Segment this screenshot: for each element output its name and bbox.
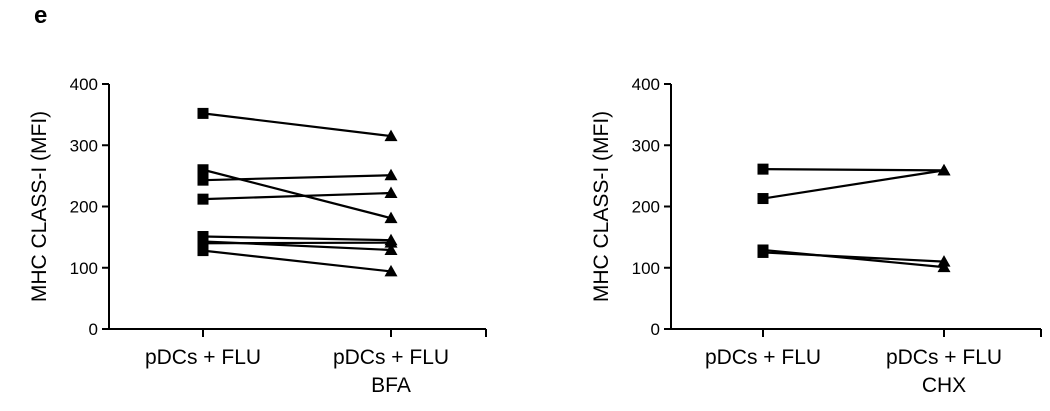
data-point-square xyxy=(197,193,209,205)
x-tick-label: pDCs + FLU xyxy=(705,346,821,369)
x-tick-label-line: pDCs + FLU xyxy=(705,346,821,369)
y-tick-label: 300 xyxy=(70,136,98,155)
y-tick-label: 200 xyxy=(632,198,660,217)
data-point-triangle xyxy=(384,186,398,199)
series-line-7 xyxy=(202,249,392,273)
data-point-triangle xyxy=(384,168,398,181)
series-line-4 xyxy=(762,251,945,263)
series-line-4 xyxy=(202,191,392,201)
data-point-square xyxy=(757,163,769,175)
y-tick-label: 400 xyxy=(632,75,660,94)
series-line-2 xyxy=(202,168,392,220)
series-line-3 xyxy=(202,174,392,182)
y-tick-label: 0 xyxy=(89,320,98,339)
chart-panel-1: 0 100 200 300 400 MHC CLASS-I (MFI) pDCs + FLU… xyxy=(28,75,487,397)
data-point-square xyxy=(757,246,769,258)
data-point-square xyxy=(197,235,209,247)
chart-panel-2: 0 100 200 300 400 MHC CLASS-I (MFI) pDCs + FLU… xyxy=(590,75,1042,397)
data-point-triangle xyxy=(937,255,951,267)
data-point-square xyxy=(757,193,769,205)
x-tick-label: pDCs + FLU xyxy=(145,346,261,369)
data-point-triangle xyxy=(384,211,398,224)
y-tick-label: 300 xyxy=(632,136,660,155)
x-tick-label-line: pDCs + FLU xyxy=(333,346,449,369)
y-tick-label: 200 xyxy=(70,198,98,217)
x-tick-label-line: pDCs + FLU xyxy=(145,346,261,369)
series-line-1 xyxy=(762,168,945,172)
y-tick-label: 100 xyxy=(632,259,660,278)
series-line-3 xyxy=(762,248,945,269)
x-tick-label: pDCs + FLU BFA xyxy=(333,346,449,397)
data-point-triangle xyxy=(384,264,398,277)
y-axis-label: MHC CLASS-I (MFI) xyxy=(28,111,51,302)
data-point-triangle xyxy=(384,129,398,142)
data-point-square xyxy=(197,174,209,186)
data-point-triangle xyxy=(937,163,951,176)
data-point-triangle xyxy=(384,243,398,255)
data-point-square xyxy=(197,245,209,257)
data-point-triangle xyxy=(384,236,398,248)
series-line-5 xyxy=(202,235,392,242)
y-axis-label: MHC CLASS-I (MFI) xyxy=(590,111,613,302)
y-tick-label: 400 xyxy=(70,75,98,94)
y-tick-label: 100 xyxy=(70,259,98,278)
data-point-square xyxy=(197,107,209,119)
series-line-1 xyxy=(202,112,392,138)
y-tick-label: 0 xyxy=(651,320,660,339)
series-line-8 xyxy=(202,240,392,252)
x-tick-label-line: CHX xyxy=(922,374,966,397)
x-tick-label: pDCs + FLU CHX xyxy=(886,346,1002,397)
data-point-square xyxy=(197,164,209,176)
x-tick-label-line: pDCs + FLU xyxy=(886,346,1002,369)
series-line-2 xyxy=(762,169,945,200)
panel-label: e xyxy=(34,2,48,29)
x-tick-label-line: BFA xyxy=(371,374,411,397)
